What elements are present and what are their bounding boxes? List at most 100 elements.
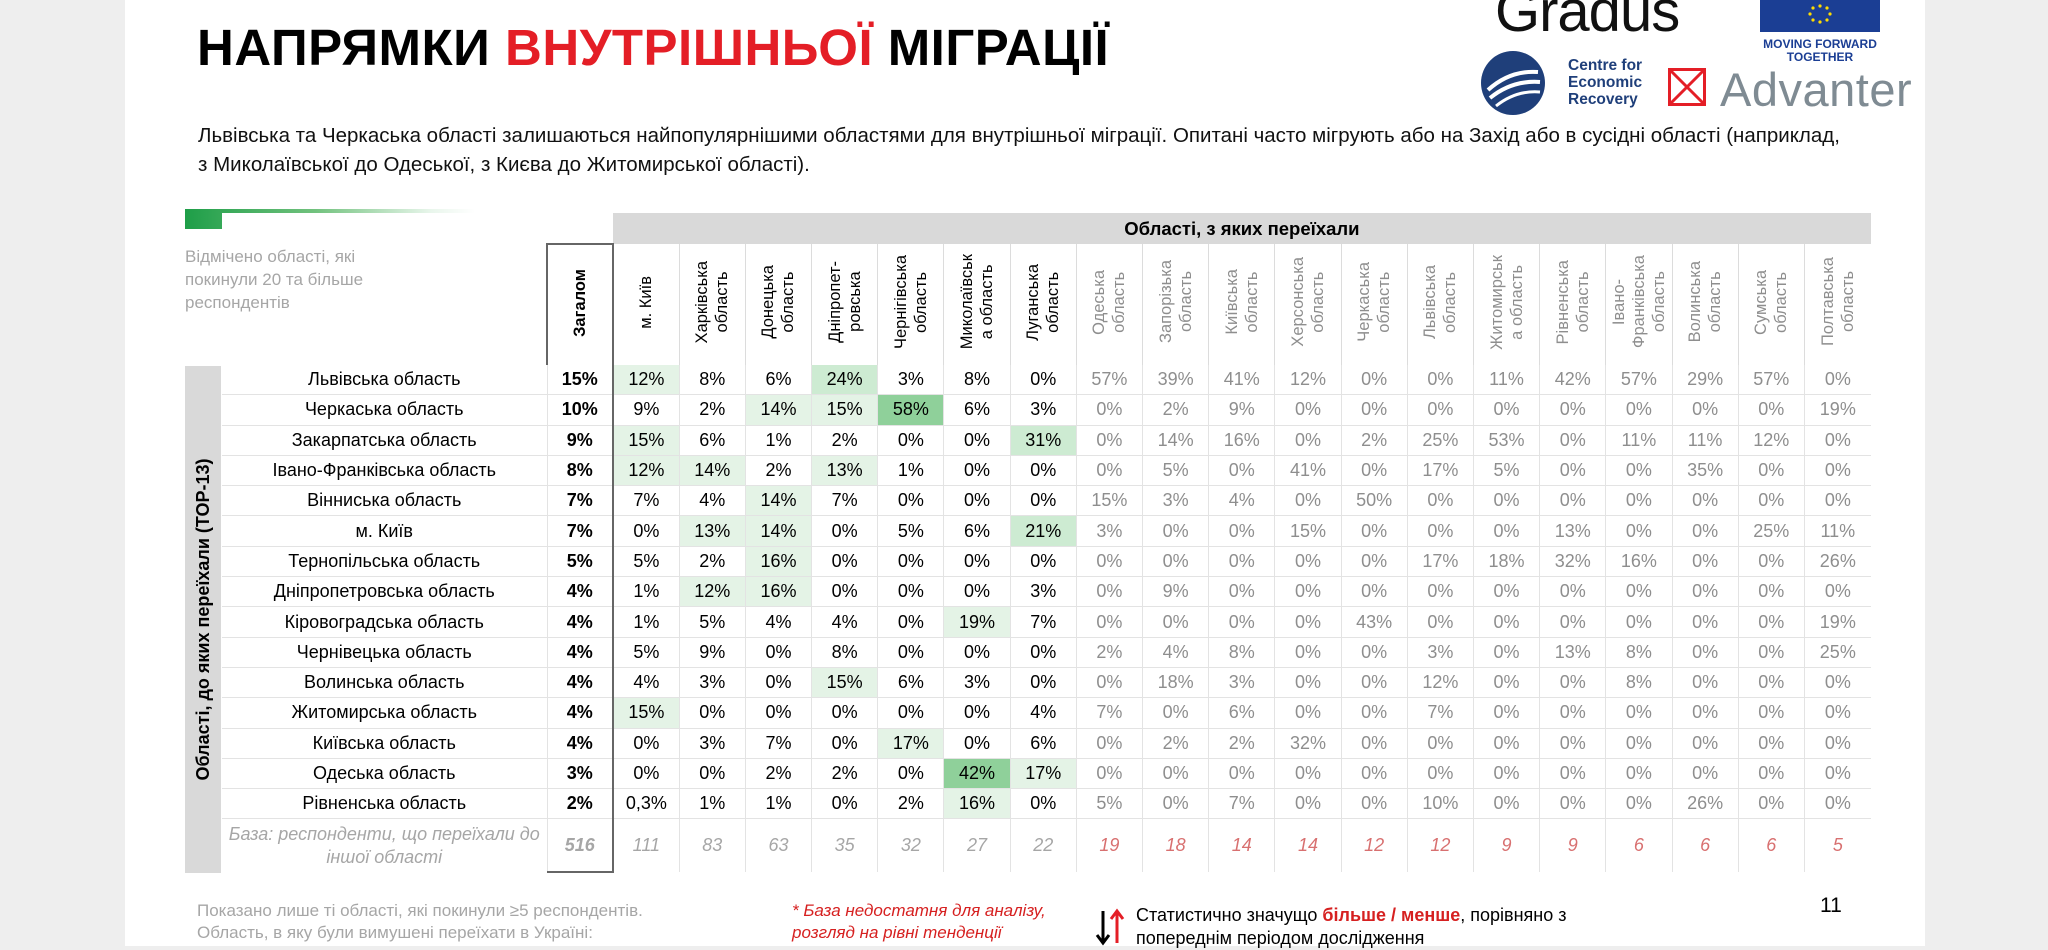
- table-cell: 0%: [1605, 485, 1672, 517]
- base-cell: 14: [1208, 818, 1275, 873]
- table-cell: 0%: [1009, 455, 1077, 487]
- base-cell: 9: [1472, 818, 1540, 873]
- column-header: Чернігівська область: [877, 244, 944, 365]
- table-cell: 0%: [943, 728, 1011, 759]
- table-cell: 0%: [1605, 697, 1672, 729]
- table-cell: 0%: [1605, 576, 1672, 608]
- table-cell: 0%: [1274, 425, 1342, 456]
- row-label: Чернівецька область: [222, 637, 547, 668]
- table-cell: 0%: [1406, 485, 1474, 517]
- eu-tagline: MOVING FORWARD TOGETHER: [1763, 37, 1877, 64]
- table-cell: 15%: [811, 394, 878, 426]
- table-cell: 2%: [1340, 425, 1408, 456]
- table-cell: 0%: [1472, 515, 1540, 547]
- table-cell: 8%: [678, 365, 746, 396]
- table-cell: 0%: [1539, 697, 1606, 729]
- base-cell: 32: [877, 818, 944, 873]
- total-cell: 4%: [546, 576, 614, 608]
- table-cell: 15%: [612, 425, 680, 456]
- table-cell: 6%: [943, 515, 1011, 547]
- column-header: Одеська область: [1075, 244, 1143, 365]
- row-label: Кіровоградська область: [222, 606, 547, 638]
- table-cell: 2%: [1141, 394, 1209, 426]
- table-cell: 0%: [1539, 758, 1606, 790]
- table-cell: 0%: [1737, 394, 1805, 426]
- table-cell: 11%: [1605, 425, 1672, 456]
- table-cell: 0%: [943, 637, 1011, 668]
- column-label: Дніпропет- ровська: [825, 261, 864, 343]
- column-header: Луганська область: [1009, 244, 1077, 365]
- table-cell: 0%: [1605, 758, 1672, 790]
- table-cell: 13%: [1539, 515, 1606, 547]
- column-header: Волинська область: [1671, 244, 1739, 365]
- table-cell: 0%: [1671, 728, 1739, 759]
- table-cell: 0%: [1737, 667, 1805, 699]
- table-cell: 0%: [1141, 606, 1209, 638]
- table-cell: 0%: [1141, 546, 1209, 578]
- table-cell: 15%: [1075, 485, 1143, 517]
- table-cell: 13%: [1539, 637, 1606, 668]
- table-cell: 0%: [1539, 667, 1606, 699]
- table-cell: 0%: [877, 637, 944, 668]
- column-label: м. Київ: [637, 275, 656, 329]
- footer-legend: Статистично значущо більше / менше, порі…: [1136, 904, 1566, 950]
- table-cell: 0%: [1406, 365, 1474, 396]
- header-spacer: [222, 213, 547, 244]
- total-cell: 3%: [546, 758, 614, 790]
- table-cell: 0%: [1340, 394, 1408, 426]
- table-cell: 0%: [943, 546, 1011, 578]
- total-cell: 7%: [546, 515, 614, 547]
- table-cell: 0%: [1141, 788, 1209, 820]
- table-cell: 0%: [1406, 515, 1474, 547]
- table-cell: 12%: [1737, 425, 1805, 456]
- table-cell: 0%: [1075, 546, 1143, 578]
- table-row: Рівненська область 2% 0,3% 1% 1% 0% 2% 16% 0% 5% 0…: [222, 788, 1871, 820]
- table-cell: 0%: [1340, 667, 1408, 699]
- column-label: Львівська область: [1421, 264, 1460, 340]
- table-cell: 0%: [1539, 788, 1606, 820]
- table-cell: 0%: [1141, 515, 1209, 547]
- column-header: Житомирськ а область: [1472, 244, 1540, 365]
- base-row: База: респонденти, що переїхали до іншої…: [222, 818, 1871, 874]
- column-label: Херсонська область: [1288, 257, 1327, 347]
- total-cell: 4%: [546, 667, 614, 699]
- row-label: Львівська область: [222, 365, 547, 396]
- table-cell: 9%: [1141, 576, 1209, 608]
- table-cell: 0%: [1340, 788, 1408, 820]
- table-cell: 0%: [1009, 637, 1077, 668]
- subtitle: Львівська та Черкаська області залишають…: [198, 124, 1840, 176]
- side-label: Області, до яких переїхали (ТОР-13): [192, 458, 213, 781]
- table-cell: 50%: [1340, 485, 1408, 517]
- table-cell: 0%: [1009, 485, 1077, 517]
- base-cell: 14: [1274, 818, 1342, 873]
- table-cell: 1%: [744, 425, 812, 456]
- table-cell: 11%: [1671, 425, 1739, 456]
- cer-name: Centre for Economic Recovery: [1568, 57, 1643, 108]
- total-cell: 8%: [546, 455, 614, 487]
- table-cell: 0%: [1605, 455, 1672, 487]
- table-cell: 4%: [811, 606, 878, 638]
- base-cell: 9: [1539, 818, 1606, 873]
- column-header: Запорізька область: [1141, 244, 1209, 365]
- table-cell: 25%: [1803, 637, 1871, 668]
- table-cell: 0%: [1737, 606, 1805, 638]
- table-cell: 0%: [1539, 485, 1606, 517]
- table-cell: 0%: [678, 758, 746, 790]
- table-cell: 0%: [1737, 637, 1805, 668]
- table-cell: 16%: [1208, 425, 1275, 456]
- table-cell: 14%: [1141, 425, 1209, 456]
- row-label: Волинська область: [222, 667, 547, 699]
- table-cell: 19%: [1803, 394, 1871, 426]
- base-cell: 27: [943, 818, 1011, 873]
- column-label: Харківська область: [693, 260, 732, 344]
- table-cell: 0%: [877, 425, 944, 456]
- cer-globe-icon: [1481, 51, 1545, 115]
- table-row: Тернопільська область 5% 5% 2% 16% 0% 0% 0% 0% 0%…: [222, 546, 1871, 578]
- table-cell: 0%: [1539, 606, 1606, 638]
- table-cell: 3%: [1141, 485, 1209, 517]
- row-label: Одеська область: [222, 758, 547, 790]
- table-cell: 3%: [678, 667, 746, 699]
- table-cell: 0%: [1009, 788, 1077, 820]
- table-cell: 0%: [811, 546, 878, 578]
- column-header: Івано- Франківська область: [1605, 244, 1672, 365]
